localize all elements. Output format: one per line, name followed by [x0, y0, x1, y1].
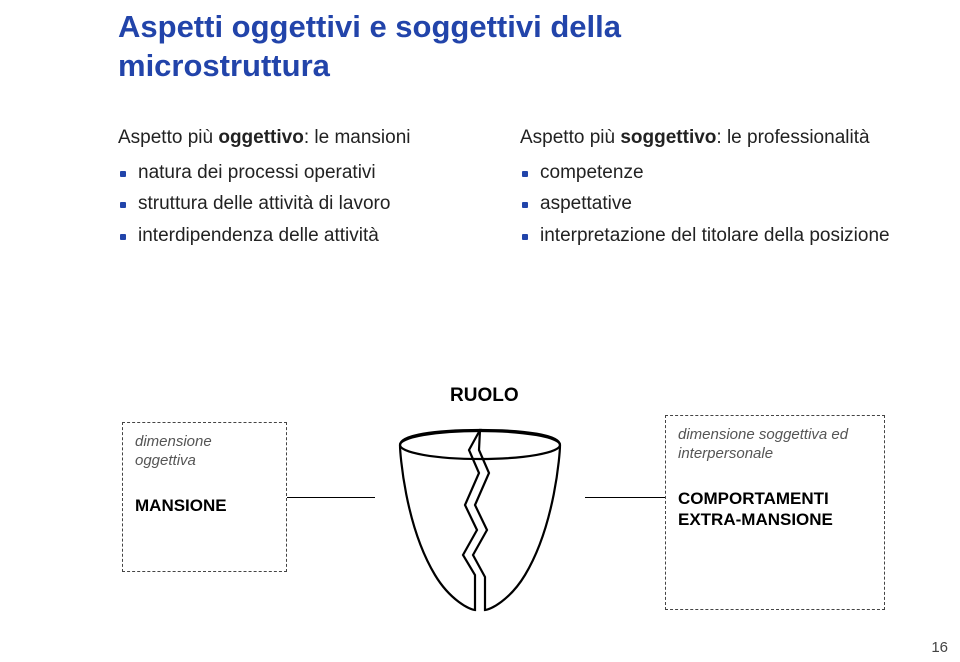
left-dashed-box: dimensione oggettiva MANSIONE	[122, 422, 287, 572]
left-column: Aspetto più oggettivo: le mansioni natur…	[118, 125, 498, 256]
right-box-small: dimensione soggettiva ed interpersonale	[678, 426, 872, 464]
title-line-2: microstruttura	[118, 48, 330, 83]
right-bullet-list: competenze aspettative interpretazione d…	[520, 161, 900, 248]
list-item: struttura delle attività di lavoro	[118, 192, 498, 216]
list-item: interdipendenza delle attività	[118, 224, 498, 248]
list-item: aspettative	[520, 192, 900, 216]
left-head-bold: oggettivo	[218, 127, 304, 148]
left-box-big: MANSIONE	[135, 495, 274, 516]
list-item: natura dei processi operativi	[118, 161, 498, 185]
ruolo-label: RUOLO	[450, 385, 519, 407]
right-heading: Aspetto più soggettivo: le professionali…	[520, 125, 900, 151]
connector-right	[585, 497, 665, 498]
right-head-bold: soggettivo	[620, 127, 716, 148]
right-dashed-box: dimensione soggettiva ed interpersonale …	[665, 415, 885, 610]
title-line-1: Aspetti oggettivi e soggettivi della	[118, 9, 621, 44]
right-box-big: COMPORTAMENTI EXTRA-MANSIONE	[678, 488, 872, 531]
cup-icon	[375, 405, 585, 615]
left-heading: Aspetto più oggettivo: le mansioni	[118, 125, 498, 151]
left-bullet-list: natura dei processi operativi struttura …	[118, 161, 498, 248]
right-column: Aspetto più soggettivo: le professionali…	[520, 125, 900, 256]
page-title: Aspetti oggettivi e soggettivi della mic…	[118, 8, 621, 86]
list-item: competenze	[520, 161, 900, 185]
connector-left	[287, 497, 375, 498]
left-box-small: dimensione oggettiva	[135, 433, 274, 471]
right-head-pre: Aspetto più	[520, 127, 620, 148]
ruolo-diagram: RUOLO dimensione oggettiva MANSIONE dime…	[60, 380, 900, 640]
right-head-post: : le professionalità	[716, 127, 869, 148]
left-head-pre: Aspetto più	[118, 127, 218, 148]
left-head-post: : le mansioni	[304, 127, 411, 148]
page-number: 16	[931, 639, 948, 656]
list-item: interpretazione del titolare della posiz…	[520, 224, 900, 248]
